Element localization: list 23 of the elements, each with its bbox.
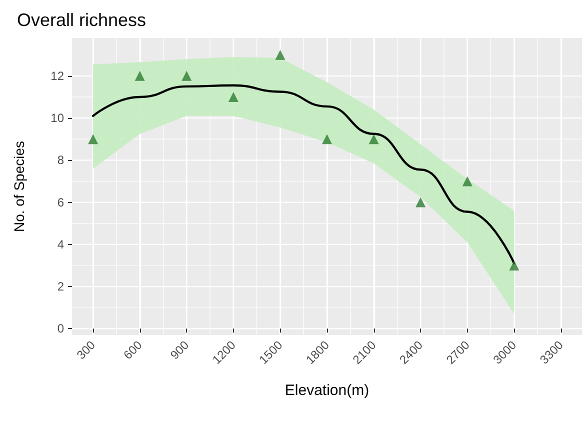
y-tick-label: 6 [57,195,64,210]
point [228,92,238,102]
point [509,260,520,270]
y-tick-label: 0 [57,322,64,336]
x-tick-label: 900 [168,338,192,362]
x-axis-title: Elevation(m) [284,382,370,399]
y-tick-label: 4 [57,237,64,252]
y-tick-label: 12 [50,68,64,83]
point [322,134,332,144]
y-tick-label: 10 [50,111,64,126]
y-tick-label: 2 [57,280,64,294]
point [368,134,379,144]
x-tick-label: 600 [120,338,146,362]
y-tick-label: 8 [57,153,64,168]
chart-title: Overall richness [17,10,146,30]
point [416,197,426,208]
x-tick-label: 300 [74,338,98,362]
point [88,134,98,144]
point [275,50,286,60]
point [134,70,145,81]
y-axis-title: No. of Species [11,140,27,232]
point [182,70,192,81]
point [462,176,472,186]
